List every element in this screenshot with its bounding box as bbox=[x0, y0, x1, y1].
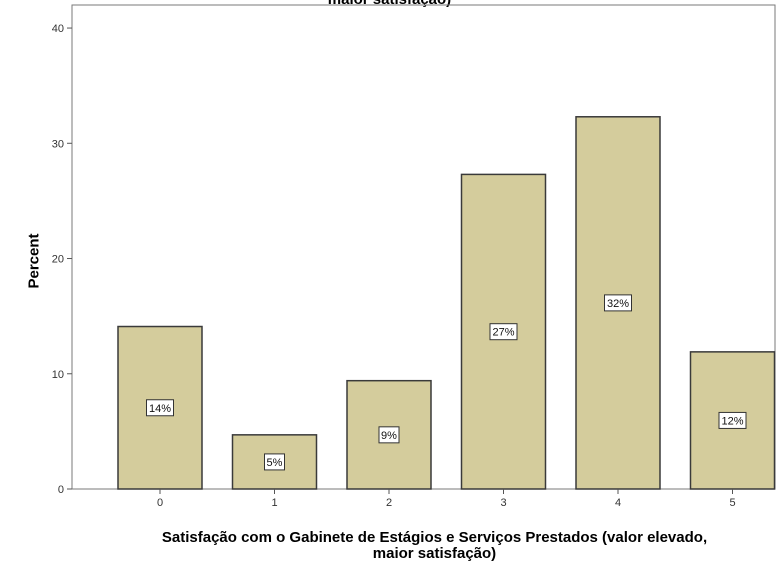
chart-title: maior satisfação) bbox=[0, 0, 779, 8]
data-label-box bbox=[264, 453, 285, 471]
data-label: 27% bbox=[492, 327, 514, 339]
x-axis-label: Satisfação com o Gabinete de Estágios e … bbox=[90, 530, 779, 562]
x-axis-label-line2: maior satisfação) bbox=[372, 545, 497, 562]
x-tick-label: 4 bbox=[615, 497, 621, 509]
data-label: 32% bbox=[607, 298, 629, 310]
data-label-box bbox=[146, 399, 174, 417]
y-tick-label: 30 bbox=[52, 138, 64, 150]
y-tick-label: 0 bbox=[58, 484, 64, 496]
y-tick-label: 20 bbox=[52, 254, 64, 266]
data-label-box bbox=[604, 294, 632, 312]
x-tick-label: 5 bbox=[729, 497, 735, 509]
x-tick-label: 3 bbox=[500, 497, 506, 509]
data-label-box bbox=[718, 411, 747, 429]
data-label: 12% bbox=[721, 415, 743, 427]
data-label: 14% bbox=[149, 403, 171, 415]
data-label-box bbox=[378, 426, 400, 444]
x-tick-label: 2 bbox=[386, 497, 392, 509]
x-tick-label: 0 bbox=[157, 497, 163, 509]
x-axis-label-line1: Satisfação com o Gabinete de Estágios e … bbox=[161, 529, 708, 546]
y-tick-label: 40 bbox=[52, 23, 64, 35]
data-label: 9% bbox=[381, 430, 397, 442]
x-tick-label: 1 bbox=[271, 497, 277, 509]
data-label-box bbox=[489, 323, 518, 341]
y-tick-label: 10 bbox=[52, 369, 64, 381]
data-label: 5% bbox=[267, 457, 283, 469]
